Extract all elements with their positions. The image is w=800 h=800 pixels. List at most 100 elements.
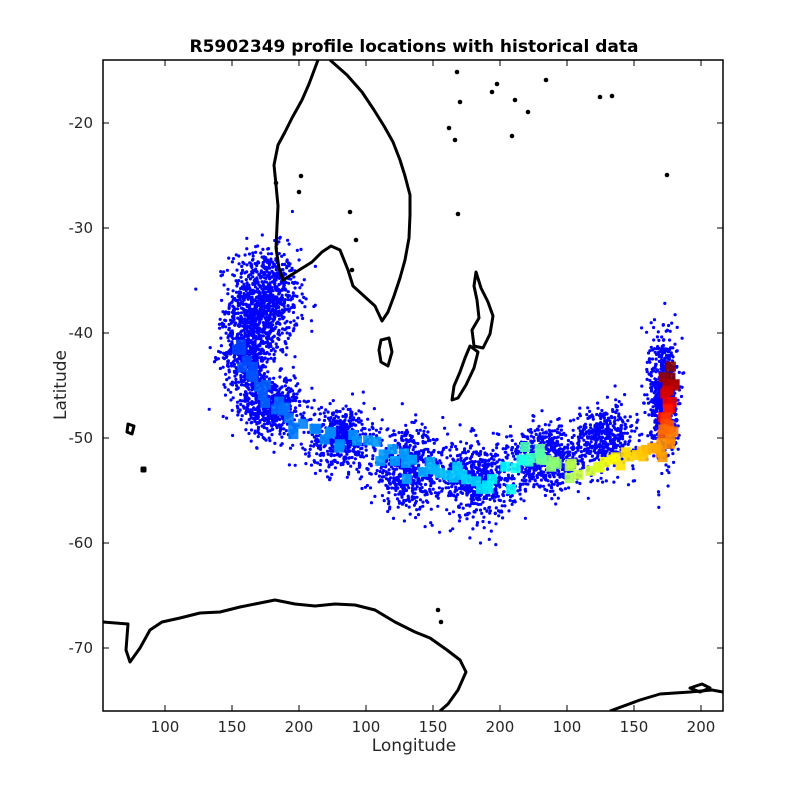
historical-point (472, 428, 476, 432)
historical-point (371, 457, 375, 461)
historical-point (404, 503, 408, 507)
historical-point (259, 300, 263, 304)
historical-point (441, 448, 445, 452)
historical-point (232, 362, 236, 366)
historical-point (264, 276, 268, 280)
historical-point (412, 495, 416, 499)
historical-point (270, 275, 274, 279)
historical-point (293, 396, 297, 400)
historical-point (451, 527, 455, 531)
historical-point (535, 474, 539, 478)
historical-point (457, 519, 462, 523)
historical-point (494, 543, 498, 547)
historical-point (207, 407, 211, 411)
historical-point (310, 440, 314, 444)
historical-point (512, 477, 516, 481)
historical-point (373, 494, 377, 498)
historical-point (269, 356, 273, 360)
historical-point (306, 430, 311, 434)
historical-point (414, 413, 418, 417)
historical-point (493, 499, 497, 503)
historical-point (405, 498, 409, 502)
historical-point (366, 417, 370, 421)
historical-point (514, 451, 518, 455)
historical-point (599, 476, 603, 480)
historical-point (336, 461, 340, 465)
historical-point (516, 489, 520, 493)
historical-point (628, 439, 632, 443)
historical-point (226, 363, 230, 367)
historical-point (328, 476, 332, 480)
historical-point (274, 325, 278, 329)
historical-point (506, 453, 510, 457)
historical-point (272, 334, 276, 338)
historical-point (326, 410, 330, 414)
historical-point (423, 482, 428, 487)
historical-point (232, 369, 236, 373)
historical-point (522, 475, 526, 480)
historical-point (588, 409, 592, 413)
historical-point (258, 372, 262, 376)
historical-point (275, 345, 279, 349)
historical-point (392, 470, 396, 474)
historical-point (224, 355, 228, 359)
historical-point (487, 520, 491, 525)
historical-point (277, 389, 281, 393)
historical-point (310, 386, 314, 390)
historical-point (415, 508, 419, 512)
historical-point (543, 493, 548, 498)
historical-point (260, 347, 264, 351)
historical-point (242, 282, 246, 286)
historical-point (380, 479, 384, 483)
historical-point (510, 474, 515, 478)
historical-point (649, 321, 653, 325)
historical-point (506, 473, 510, 477)
historical-point (350, 455, 354, 460)
historical-point (282, 284, 286, 288)
historical-point (506, 476, 510, 480)
historical-point (372, 407, 376, 411)
historical-point (413, 441, 417, 445)
historical-point (416, 513, 421, 517)
historical-point (272, 352, 276, 357)
historical-point (582, 449, 586, 453)
historical-point (488, 511, 492, 515)
historical-point (234, 321, 238, 325)
historical-point (241, 268, 245, 272)
historical-point (448, 493, 452, 497)
historical-point (291, 443, 295, 447)
historical-point (436, 461, 440, 466)
historical-point (458, 423, 462, 427)
historical-point (647, 413, 651, 417)
historical-point (226, 311, 230, 315)
historical-point (421, 504, 425, 508)
historical-point (579, 454, 583, 459)
historical-point (280, 311, 284, 315)
historical-point (281, 391, 285, 395)
historical-point (453, 444, 458, 449)
historical-point (553, 493, 557, 497)
historical-point (367, 428, 371, 432)
historical-point (286, 398, 290, 402)
historical-point (489, 529, 493, 533)
historical-point (226, 360, 230, 364)
historical-point (360, 446, 364, 450)
historical-point (247, 314, 251, 318)
historical-point (326, 475, 330, 479)
historical-point (312, 398, 316, 402)
historical-point (575, 480, 579, 484)
historical-point (616, 475, 620, 479)
historical-point (277, 276, 282, 280)
historical-point (448, 454, 453, 458)
historical-point (236, 316, 240, 320)
historical-point (410, 498, 414, 502)
historical-point (237, 279, 241, 283)
historical-point (313, 460, 317, 464)
historical-point (266, 290, 271, 294)
historical-point (605, 418, 609, 423)
historical-point (289, 320, 293, 324)
historical-point (266, 429, 270, 433)
historical-point (328, 418, 332, 423)
historical-point (410, 420, 414, 424)
historical-point (263, 365, 268, 369)
